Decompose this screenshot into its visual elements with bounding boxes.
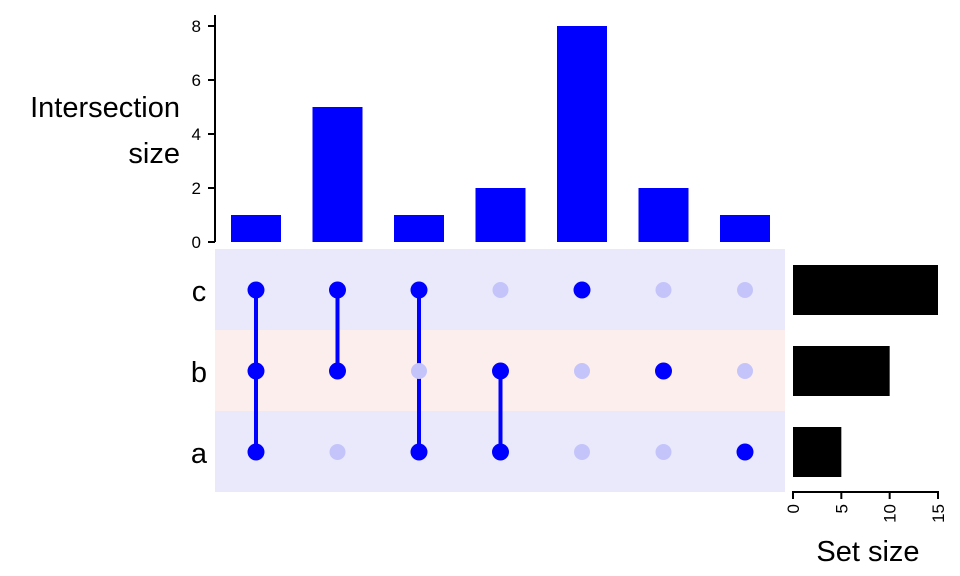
set-label-c: c: [192, 276, 207, 308]
matrix-dot-c-c: [573, 281, 591, 299]
set-label-b: b: [191, 357, 207, 389]
matrix-dot-a-c: [737, 282, 753, 298]
matrix-dot-b-a: [655, 444, 672, 460]
intersection-bar-ca: [394, 215, 444, 242]
matrix-dot-cb-a: [329, 444, 346, 460]
set-size-axis: 0 5 10 15: [784, 491, 948, 523]
set-size-tick-label-0: 0: [784, 504, 803, 513]
matrix-dot-ca-a: [410, 443, 428, 461]
matrix-dot-cba-b: [247, 362, 265, 380]
set-size-tick-label-5: 5: [832, 504, 851, 513]
intersection-bar-cba: [231, 215, 281, 242]
set-size-bar-b: [793, 346, 890, 396]
matrix-dot-ba-c: [492, 282, 509, 298]
set-labels: c b a: [191, 276, 208, 470]
matrix-dot-ca-c: [410, 281, 428, 299]
intersection-matrix: [247, 281, 754, 461]
matrix-dot-cba-a: [247, 443, 265, 461]
set-size-bar-a: [793, 427, 842, 477]
intersection-size-title-line-2: size: [128, 138, 180, 170]
intersection-bar-cb: [312, 107, 363, 242]
matrix-dot-ba-b: [492, 362, 509, 380]
intersection-tick-label-2: 2: [192, 179, 201, 198]
intersection-size-title-line-1: Intersection: [30, 92, 180, 124]
set-size-tick-label-15: 15: [929, 504, 948, 523]
matrix-dot-c-b: [574, 363, 590, 379]
set-size-title: Set size: [816, 536, 919, 568]
matrix-dot-c-a: [574, 444, 590, 460]
intersection-tick-label-6: 6: [192, 71, 201, 90]
matrix-dot-cb-b: [329, 362, 346, 380]
matrix-dot-b-b: [655, 362, 672, 380]
intersection-tick-label-8: 8: [192, 17, 201, 36]
intersection-bars: [231, 26, 770, 242]
matrix-dot-cba-c: [247, 281, 265, 299]
intersection-bar-b: [638, 188, 689, 242]
matrix-dot-a-a: [736, 443, 754, 461]
matrix-dot-ba-a: [492, 443, 509, 461]
set-size-bars: [793, 265, 938, 477]
intersection-tick-label-0: 0: [192, 233, 201, 252]
matrix-dot-ca-b: [411, 363, 427, 379]
intersection-bar-ba: [475, 188, 526, 242]
intersection-bar-c: [557, 26, 607, 242]
intersection-tick-label-4: 4: [192, 125, 201, 144]
matrix-dot-a-b: [737, 363, 753, 379]
intersection-size-axis: 0 2 4 6 8: [192, 15, 216, 252]
set-size-tick-label-10: 10: [881, 504, 900, 523]
intersection-bar-a: [720, 215, 770, 242]
matrix-dot-b-c: [655, 282, 672, 298]
set-size-bar-c: [793, 265, 938, 315]
matrix-dot-cb-c: [329, 281, 346, 299]
set-label-a: a: [191, 438, 208, 470]
